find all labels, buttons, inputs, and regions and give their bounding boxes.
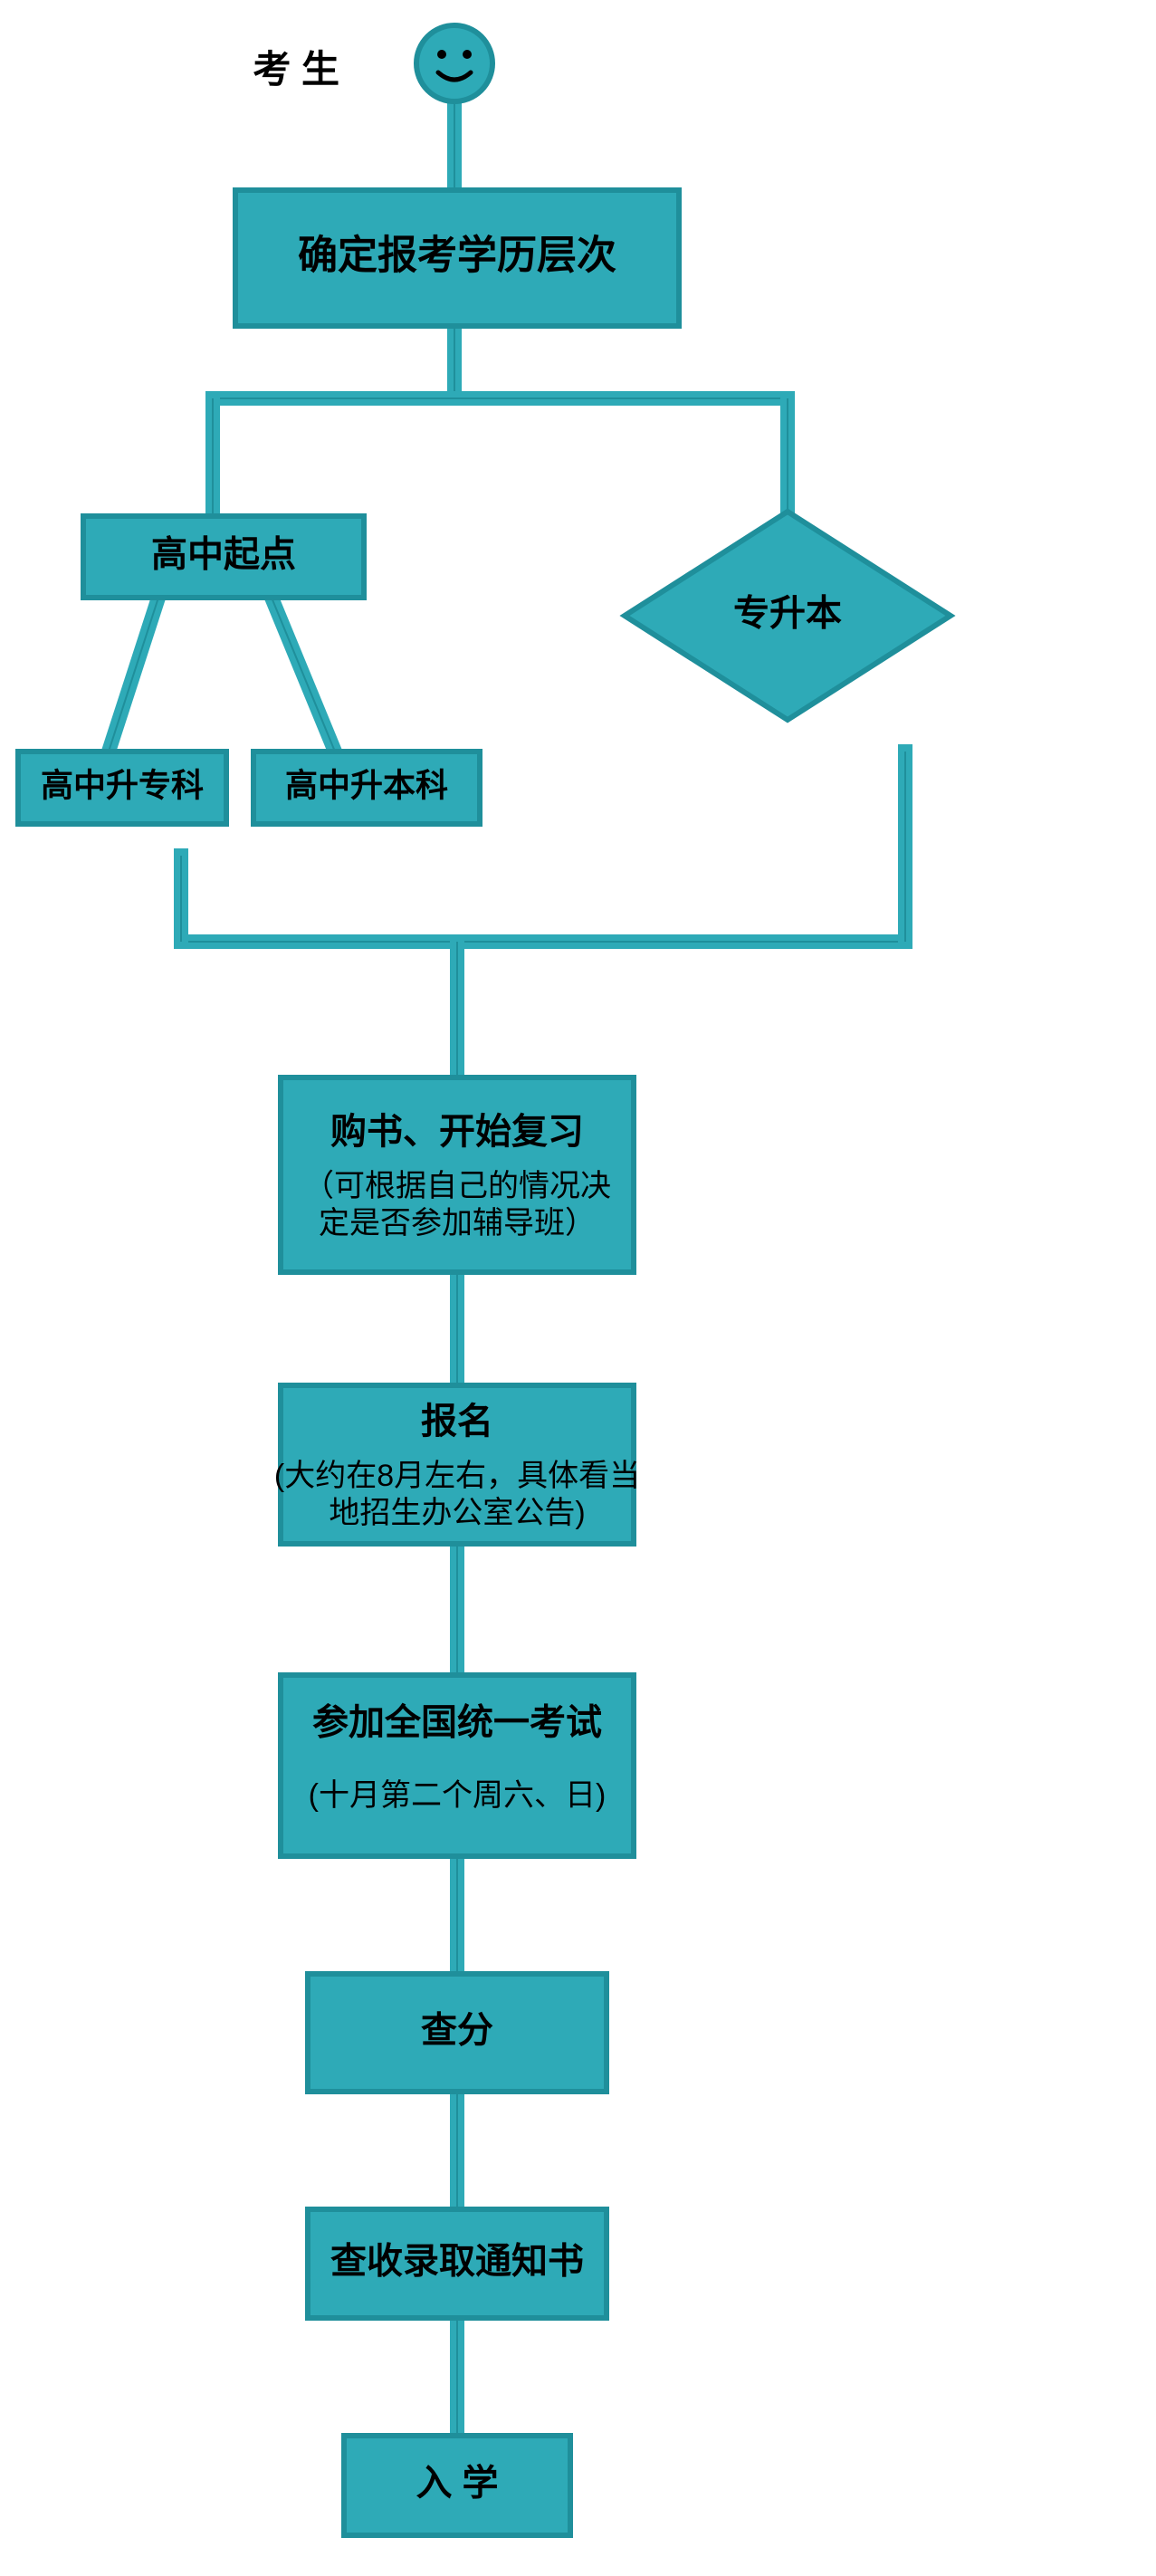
node-n8-sub: (十月第二个周六、日) [309, 1778, 607, 1813]
node-n10: 查收录取通知书 [308, 2209, 607, 2318]
node-n5: 高中升本科 [253, 752, 480, 824]
node-n1: 确定报考学历层次 [235, 190, 679, 326]
node-n4-title: 高中升专科 [41, 767, 204, 804]
node-n7-title: 报名 [421, 1402, 493, 1441]
node-n3-title: 专升本 [733, 594, 842, 634]
node-n2-title: 高中起点 [151, 535, 296, 575]
node-n3: 专升本 [625, 512, 951, 720]
node-n9-title: 查分 [421, 2011, 493, 2051]
node-n11: 入 学 [344, 2436, 570, 2535]
node-n6-title: 购书、开始复习 [330, 1112, 584, 1152]
node-n8: 参加全国统一考试 (十月第二个周六、日) [281, 1675, 634, 1856]
node-n10-title: 查收录取通知书 [330, 2242, 584, 2282]
node-n2: 高中起点 [83, 516, 364, 598]
node-n6: 购书、开始复习（可根据自己的情况决定是否参加辅导班） [281, 1077, 634, 1272]
node-n9: 查分 [308, 1974, 607, 2092]
node-n8-title: 参加全国统一考试 [312, 1702, 602, 1743]
node-n11-title: 入 学 [416, 2464, 498, 2504]
node-n1-title: 确定报考学历层次 [298, 234, 616, 278]
node-n7: 报名(大约在8月左右，具体看当地招生办公室公告) [274, 1385, 640, 1544]
node-n5-title: 高中升本科 [285, 767, 448, 804]
actor-icon [416, 25, 492, 101]
node-n4: 高中升专科 [18, 752, 226, 824]
watermark: Bai❀百科 [36, 2474, 251, 2528]
flowchart-canvas: 考 生确定报考学历层次高中起点专升本高中升专科 高中升本科购书、开始复习（可根据自… [0, 0, 1156, 2576]
actor-label: 考 生 [253, 48, 339, 91]
